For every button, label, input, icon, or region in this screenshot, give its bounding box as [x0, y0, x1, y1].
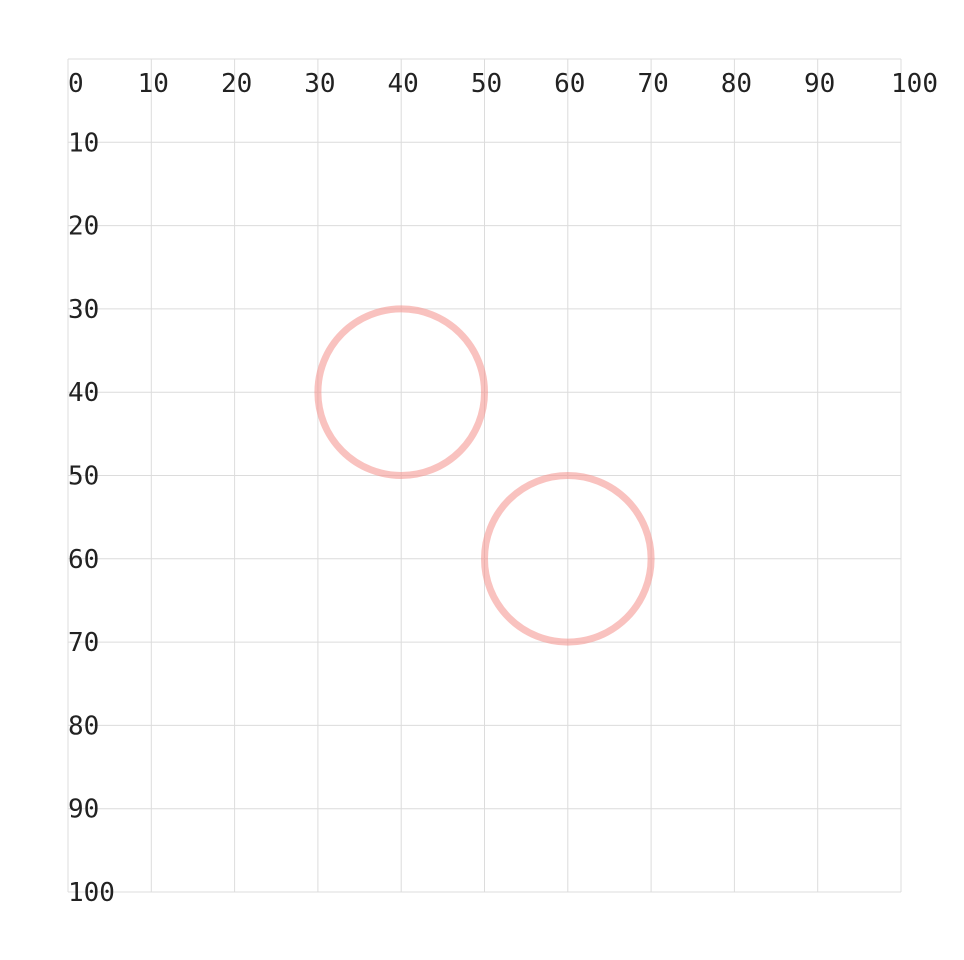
- y-tick-label: 70: [68, 628, 99, 658]
- y-tick-label: 100: [68, 878, 115, 908]
- grid: [67, 58, 902, 893]
- y-tick-label: 30: [68, 295, 99, 325]
- x-tick-label: 40: [388, 69, 419, 99]
- x-tick-label: 100: [891, 69, 938, 99]
- circle-ring: [481, 472, 655, 646]
- y-tick-labels: 10 20 30 40 50 60 70 80 90 100: [68, 128, 115, 908]
- x-tick-label: 10: [138, 69, 169, 99]
- x-tick-label: 70: [637, 69, 668, 99]
- x-tick-label: 60: [554, 69, 585, 99]
- y-tick-label: 50: [68, 462, 99, 492]
- circles: [314, 305, 655, 646]
- x-tick-labels: 0 10 20 30 40 50 60 70 80 90 100: [68, 69, 938, 99]
- x-tick-label: 30: [304, 69, 335, 99]
- x-tick-label: 0: [68, 69, 84, 99]
- y-tick-label: 90: [68, 795, 99, 825]
- circle-ring: [314, 305, 489, 480]
- y-tick-label: 10: [68, 128, 99, 158]
- y-tick-label: 60: [68, 545, 99, 575]
- x-tick-label: 80: [721, 69, 752, 99]
- y-tick-label: 80: [68, 711, 99, 741]
- x-tick-label: 90: [804, 69, 835, 99]
- y-tick-label: 40: [68, 378, 99, 408]
- x-tick-label: 20: [221, 69, 252, 99]
- x-tick-label: 50: [471, 69, 502, 99]
- y-tick-label: 20: [68, 212, 99, 242]
